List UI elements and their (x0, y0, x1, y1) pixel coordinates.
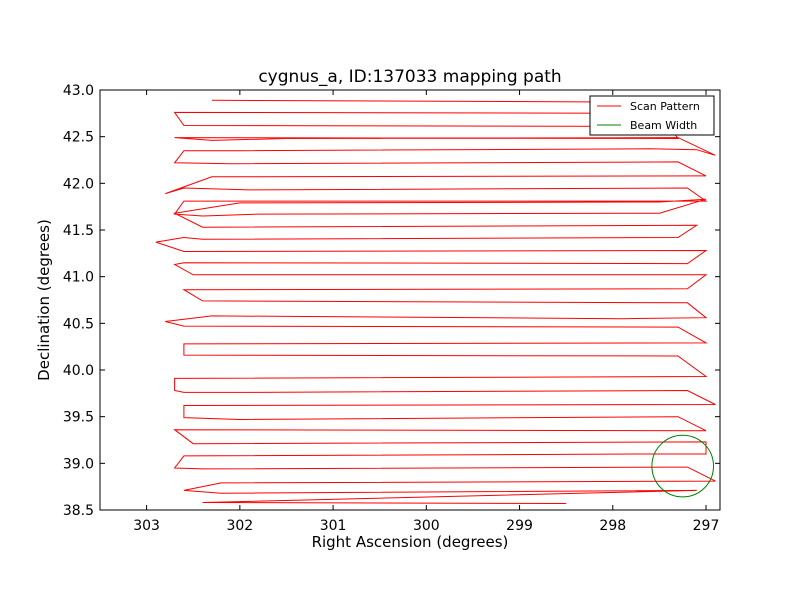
x-tick-label: 303 (133, 518, 160, 534)
y-axis-ticks: 38.5 39.0 39.5 40.0 40.5 41.0 41.5 42.0 42.5 43.0 (63, 83, 720, 519)
scan-pattern-line (155, 99, 716, 504)
x-tick-label: 297 (693, 518, 720, 534)
x-tick-label: 301 (320, 518, 347, 534)
plot-area (99, 89, 721, 511)
legend-scan-label: Scan Pattern (630, 100, 700, 113)
plot-frame (99, 89, 721, 511)
y-tick-label: 39.5 (63, 410, 94, 426)
y-tick-label: 40.5 (63, 316, 94, 332)
x-axis-ticks: 303 302 301 300 299 298 297 (133, 90, 719, 534)
y-tick-label: 41.0 (63, 270, 94, 286)
y-tick-label: 41.5 (63, 223, 94, 239)
x-tick-label: 299 (506, 518, 533, 534)
y-tick-label: 43.0 (63, 83, 94, 99)
chart-title: cygnus_a, ID:137033 mapping path (258, 67, 561, 87)
y-tick-label: 42.0 (63, 176, 94, 192)
y-tick-label: 39.0 (63, 456, 94, 472)
y-tick-label: 42.5 (63, 130, 94, 146)
y-axis-label: Declination (degrees) (35, 219, 53, 381)
y-tick-label: 38.5 (63, 503, 94, 519)
x-tick-label: 298 (599, 518, 626, 534)
x-tick-label: 302 (226, 518, 253, 534)
series-layer (155, 99, 716, 504)
y-tick-label: 40.0 (63, 363, 94, 379)
beam-width-circle (651, 434, 715, 498)
legend: Scan Pattern Beam Width (589, 95, 715, 136)
legend-beam-label: Beam Width (630, 119, 697, 132)
x-axis-label: Right Ascension (degrees) (312, 533, 509, 551)
x-tick-label: 300 (413, 518, 440, 534)
legend-box (589, 95, 715, 136)
